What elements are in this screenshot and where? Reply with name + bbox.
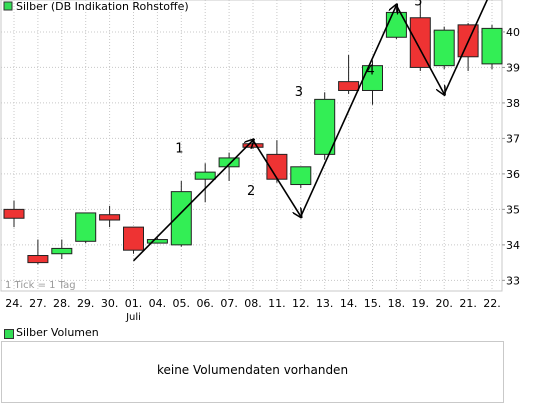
y-tick-label: 37 <box>506 132 520 145</box>
candle-body <box>3 208 25 219</box>
x-tick-label: 13. <box>316 297 334 310</box>
candle-body <box>99 214 121 221</box>
candle-body <box>146 239 168 244</box>
candle <box>433 26 455 70</box>
x-tick-label: 30. <box>101 297 119 310</box>
y-tick-label: 34 <box>506 239 520 252</box>
x-tick-label: 21. <box>459 297 477 310</box>
candle <box>51 239 73 260</box>
y-tick-label: 38 <box>506 97 520 110</box>
candle <box>123 226 144 254</box>
candle <box>75 212 97 244</box>
candle-body <box>481 27 503 65</box>
candle <box>362 60 383 105</box>
wave-annotations: 1 2 3 4 5 <box>175 0 422 199</box>
x-tick-label: 28. <box>53 297 71 310</box>
y-tick-label: 40 <box>506 26 520 39</box>
wave-label: 1 <box>175 142 183 157</box>
candle <box>27 239 49 265</box>
x-tick-label: 22. <box>483 297 501 310</box>
candle-body <box>194 171 216 180</box>
x-tick-label: 12. <box>292 297 310 310</box>
trend-arrow <box>252 139 301 216</box>
volume-legend: Silber Volumen <box>0 326 545 340</box>
candle <box>409 1 431 71</box>
volume-legend-label: Silber Volumen <box>16 326 99 339</box>
candle <box>99 205 121 228</box>
candle-body <box>385 11 407 38</box>
candle <box>170 180 192 247</box>
y-tick-label: 39 <box>506 61 520 74</box>
x-tick-sublabel: Juli <box>125 312 141 323</box>
candle <box>146 237 168 244</box>
candle-body <box>218 157 240 168</box>
y-tick-label: 35 <box>506 203 520 216</box>
x-tick-label: 15. <box>364 297 382 310</box>
wave-label: 3 <box>295 85 303 100</box>
volume-empty-message: keine Volumendaten vorhanden <box>156 363 349 377</box>
candle-body <box>170 191 192 246</box>
candle-body <box>290 166 312 186</box>
x-axis-ticks: 24. 27. 28. 29. 30. 01. Juli 04. 05. 06. 07. 08. 11.… <box>5 297 501 323</box>
candle <box>290 166 312 189</box>
y-axis-ticks: 33 34 35 36 37 38 39 40 <box>502 26 520 287</box>
wave-label: 4 <box>367 64 375 79</box>
candle-body <box>409 17 431 68</box>
candle-body <box>338 81 360 91</box>
x-tick-label: 14. <box>340 297 358 310</box>
y-tick-label: 36 <box>506 168 520 181</box>
trend-arrow <box>443 0 489 95</box>
trend-arrows <box>132 0 489 262</box>
candle-body <box>123 226 144 251</box>
candle-body <box>27 255 49 264</box>
candle <box>218 152 240 181</box>
candle <box>194 163 216 203</box>
candles <box>3 1 503 265</box>
volume-panel: keine Volumendaten vorhanden <box>1 341 504 403</box>
x-tick-label: 24. <box>5 297 23 310</box>
candle <box>338 55 360 95</box>
x-tick-label: 19. <box>412 297 430 310</box>
x-tick-label: 07. <box>220 297 238 310</box>
candle-body <box>433 29 455 67</box>
legend-label: Silber (DB Indikation Rohstoffe) <box>16 0 189 13</box>
candle-body <box>75 212 97 242</box>
candle-body <box>314 98 336 155</box>
tick-note: 1 Tick = 1 Tag <box>5 280 76 291</box>
x-tick-label: 05. <box>173 297 191 310</box>
x-tick-label: 27. <box>29 297 47 310</box>
candle <box>481 24 503 70</box>
candle-body <box>51 247 73 255</box>
candle <box>3 200 25 228</box>
x-tick-label: 20. <box>435 297 453 310</box>
candle <box>266 140 288 183</box>
x-tick-label: 06. <box>196 297 214 310</box>
x-tick-label: 01. <box>125 297 143 310</box>
candle-body <box>362 65 383 91</box>
candle <box>314 92 336 160</box>
volume-legend-swatch <box>4 329 14 339</box>
trend-arrow <box>300 5 397 217</box>
x-tick-label: 08. <box>244 297 262 310</box>
wave-label: 5 <box>414 0 422 9</box>
x-tick-label: 29. <box>77 297 95 310</box>
legend-swatch <box>3 1 13 11</box>
wave-label: 2 <box>247 184 255 199</box>
trend-arrow <box>132 140 254 262</box>
trend-arrow <box>395 4 444 94</box>
x-tick-label: 18. <box>388 297 406 310</box>
x-tick-label: 04. <box>149 297 167 310</box>
y-tick-label: 33 <box>506 274 520 287</box>
x-tick-label: 11. <box>268 297 286 310</box>
